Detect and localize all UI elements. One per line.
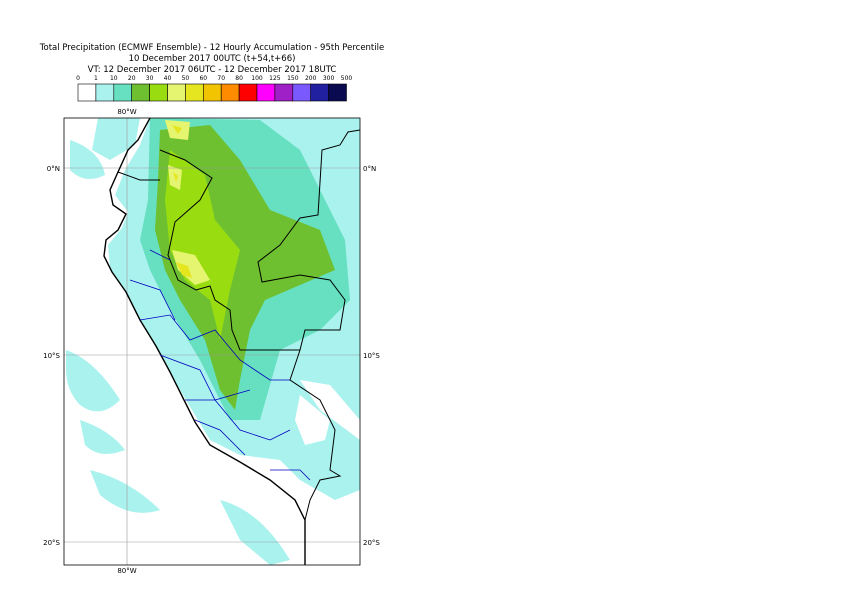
legend-swatch [292, 83, 311, 102]
legend-label: 1 [94, 75, 98, 82]
lat-label: 20°S [363, 539, 380, 547]
legend-swatch [95, 83, 115, 102]
legend-label: 125 [269, 75, 281, 82]
lat-label: 0°N [47, 165, 60, 173]
legend-swatch [149, 83, 168, 102]
legend-swatch [77, 83, 97, 102]
legend-label: 500 [341, 75, 353, 82]
legend-label: 50 [182, 75, 190, 82]
map [64, 118, 360, 565]
lon-label: 80°W [117, 108, 136, 116]
lon-label: 80°W [117, 567, 136, 575]
legend-label: 20 [128, 75, 136, 82]
legend-label: 150 [287, 75, 299, 82]
legend-swatch [167, 83, 186, 102]
legend-swatch [113, 83, 133, 102]
legend-swatch [131, 83, 150, 102]
legend-label: 0 [76, 75, 80, 82]
title-line: 10 December 2017 00UTC (t+54,t+66) [129, 54, 296, 64]
title-line: Total Precipitation (ECMWF Ensemble) - 1… [39, 43, 384, 53]
legend-label: 200 [305, 75, 317, 82]
lat-label: 10°S [363, 352, 380, 360]
title-line: VT: 12 December 2017 06UTC - 12 December… [88, 65, 337, 75]
lat-label: 20°S [43, 539, 60, 547]
legend: 0 1 10 20 30 40 50 60 70 80 100 125 150 200 300 500 [76, 75, 353, 102]
legend-swatch [310, 83, 329, 102]
legend-label: 10 [110, 75, 118, 82]
legend-label: 60 [199, 75, 207, 82]
legend-label: 100 [251, 75, 263, 82]
legend-label: 70 [217, 75, 225, 82]
legend-label: 30 [146, 75, 154, 82]
legend-label: 80 [235, 75, 243, 82]
lat-label: 0°N [363, 165, 376, 173]
legend-swatch [256, 83, 276, 102]
legend-swatch [185, 83, 204, 102]
lat-label: 10°S [43, 352, 60, 360]
map-frame [63, 117, 361, 566]
legend-swatch [220, 83, 240, 102]
legend-label: 300 [323, 75, 335, 82]
legend-swatch [203, 83, 222, 102]
legend-swatch [238, 83, 258, 102]
legend-swatch [274, 83, 294, 102]
legend-swatch [328, 83, 347, 102]
legend-label: 40 [164, 75, 172, 82]
